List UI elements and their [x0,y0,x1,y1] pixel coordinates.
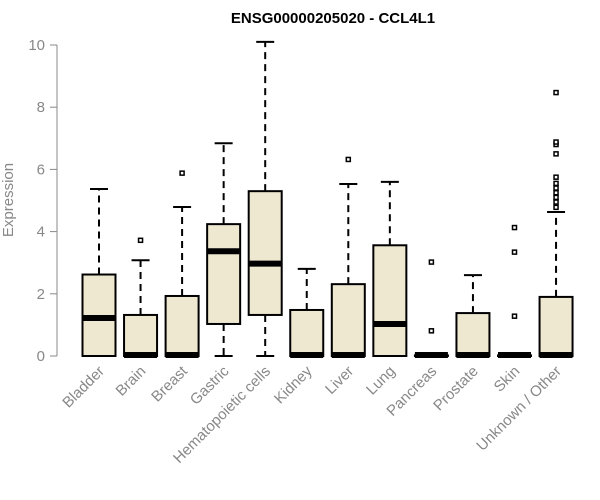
chart-title: ENSG00000205020 - CCL4L1 [231,10,435,27]
outlier-point [553,89,559,96]
outlier-point [553,151,559,157]
box-plot-area [81,40,574,358]
box-group [413,259,449,358]
box-group [289,267,325,358]
box-group [123,237,159,358]
outlier-point [553,174,559,180]
box-group [247,40,283,357]
box-group [81,187,117,358]
y-tick-label: 6 [37,161,45,178]
x-tick-label: Lung [363,363,399,399]
outlier-point [345,156,352,163]
box-group [538,89,574,358]
outlier-point [553,185,559,191]
outlier-point [553,194,559,201]
outlier-point [428,328,435,334]
outlier-point [553,189,559,196]
y-axis-label: Expression [0,163,17,237]
box [455,312,491,357]
box-group [372,180,408,357]
outlier-point [553,180,559,187]
x-tick-label: Liver [322,363,357,398]
outlier-point [511,249,518,255]
outlier-point [511,224,518,231]
box [206,223,242,325]
y-tick-label: 4 [37,224,45,241]
outlier-point [179,170,185,176]
box [247,190,283,316]
outlier-point [511,313,518,319]
outlier-point [553,199,559,205]
box [372,244,408,357]
y-tick-label: 2 [37,286,45,303]
box-group [164,170,200,358]
outlier-point [137,237,144,244]
x-tick-label: Breast [148,362,191,405]
x-tick-label: Brain [113,363,150,400]
box-group [497,224,532,358]
y-tick-label: 10 [28,37,45,54]
y-axis: 0 2 4 6 8 10 [28,37,58,365]
box-group [455,274,491,358]
outlier-point [428,259,435,265]
y-tick-label: 8 [37,99,45,116]
x-tick-label: Skin [491,363,524,396]
x-tick-label: Kidney [271,362,316,407]
box [538,295,574,358]
outlier-point [553,204,559,211]
box [330,283,366,357]
x-tick-label: Prostate [430,363,482,415]
y-tick-label: 0 [37,348,45,365]
box [289,308,325,357]
outlier-point [553,139,559,145]
box [123,313,159,357]
box [164,294,200,357]
box-group [206,142,242,357]
x-tick-label: Bladder [59,363,108,412]
box-group [330,156,366,358]
